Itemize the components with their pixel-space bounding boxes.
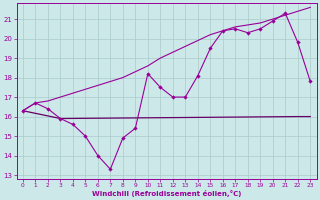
X-axis label: Windchill (Refroidissement éolien,°C): Windchill (Refroidissement éolien,°C) bbox=[92, 190, 241, 197]
